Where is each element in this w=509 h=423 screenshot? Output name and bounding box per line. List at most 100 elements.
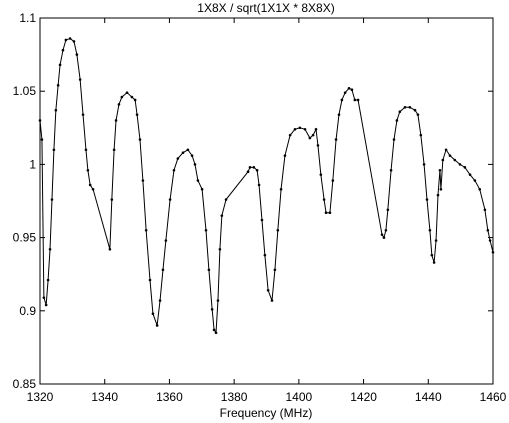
data-point [413, 108, 417, 112]
data-point [425, 198, 429, 201]
data-point [218, 248, 222, 251]
axes-box [39, 17, 494, 385]
data-point [343, 91, 347, 94]
data-point [210, 308, 214, 311]
data-point [88, 183, 92, 187]
data-point [117, 103, 121, 106]
y-tick-label: 1.05 [13, 84, 37, 98]
data-point [46, 278, 50, 282]
data-point [340, 98, 344, 102]
data-point [260, 218, 264, 222]
data-point [75, 53, 79, 56]
data-point [48, 248, 52, 251]
data-point [486, 228, 490, 232]
data-point [141, 179, 145, 182]
data-point [428, 228, 432, 232]
data-point [263, 253, 267, 257]
data-point [331, 179, 335, 182]
data-point [266, 289, 270, 292]
data-point [293, 127, 297, 131]
data-point [112, 148, 116, 152]
data-point [248, 166, 252, 169]
data-point [91, 187, 95, 191]
data-point [392, 138, 396, 141]
data-point [270, 299, 274, 302]
data-point [81, 113, 85, 116]
y-tick-label: 0.85 [13, 377, 37, 391]
data-point [125, 91, 129, 94]
data-point [64, 38, 68, 42]
data-point [473, 179, 477, 182]
data-point [204, 228, 208, 232]
data-point [288, 133, 292, 137]
data-point [151, 312, 155, 316]
data-point [276, 228, 280, 232]
data-point [444, 148, 448, 152]
data-point [255, 168, 259, 172]
data-point [389, 168, 393, 172]
data-point [196, 179, 200, 182]
data-point [144, 228, 148, 232]
data-point [314, 127, 318, 131]
data-point [328, 211, 332, 215]
data-point [311, 133, 315, 137]
chart-title: 1X8X / sqrt(1X1X * 8X8X) [197, 1, 334, 15]
data-point [380, 233, 384, 236]
data-point [430, 253, 434, 257]
data-point [308, 136, 312, 140]
x-tick-label: 1460 [480, 390, 507, 404]
data-point [207, 268, 211, 272]
data-point [334, 138, 338, 141]
data-point [356, 98, 360, 102]
data-point [458, 163, 462, 166]
x-tick-label: 1400 [286, 390, 313, 404]
data-point [252, 166, 256, 169]
data-point [50, 198, 54, 201]
data-point [84, 148, 88, 152]
data-point [220, 214, 224, 217]
data-point [158, 299, 162, 302]
data-point [52, 148, 56, 152]
data-point [478, 187, 482, 191]
data-point [279, 187, 283, 191]
data-point [316, 144, 320, 147]
data-point [422, 163, 426, 166]
data-point [40, 138, 44, 141]
y-tick-label: 0.9 [19, 304, 36, 318]
data-point [408, 106, 412, 109]
data-point [322, 198, 326, 201]
data-point [436, 193, 440, 197]
data-point [38, 119, 42, 122]
data-point [155, 324, 159, 327]
data-point [212, 328, 216, 332]
data-point [68, 37, 72, 40]
x-axis-label: Frequency (MHz) [220, 406, 313, 420]
data-point [54, 108, 58, 112]
data-point [42, 296, 46, 299]
data-point [384, 228, 388, 232]
data-point [56, 84, 60, 87]
data-point [138, 138, 142, 141]
data-point [133, 98, 137, 102]
data-point [350, 88, 354, 92]
data-point [273, 268, 277, 272]
data-point [164, 239, 168, 242]
data-point [488, 239, 492, 242]
data-point [172, 168, 176, 172]
data-point [168, 198, 172, 201]
data-point [135, 113, 139, 116]
data-point [416, 113, 420, 116]
data-point [86, 168, 90, 172]
data-point [190, 154, 194, 157]
y-tick-label: 1.1 [19, 11, 36, 25]
data-point [439, 187, 443, 191]
data-point [224, 198, 228, 201]
data-point [120, 95, 124, 99]
data-point [483, 208, 487, 212]
data-point [463, 166, 467, 169]
data-point [108, 248, 112, 251]
data-point [61, 48, 65, 52]
data-point [419, 133, 423, 137]
data-point [319, 173, 323, 176]
